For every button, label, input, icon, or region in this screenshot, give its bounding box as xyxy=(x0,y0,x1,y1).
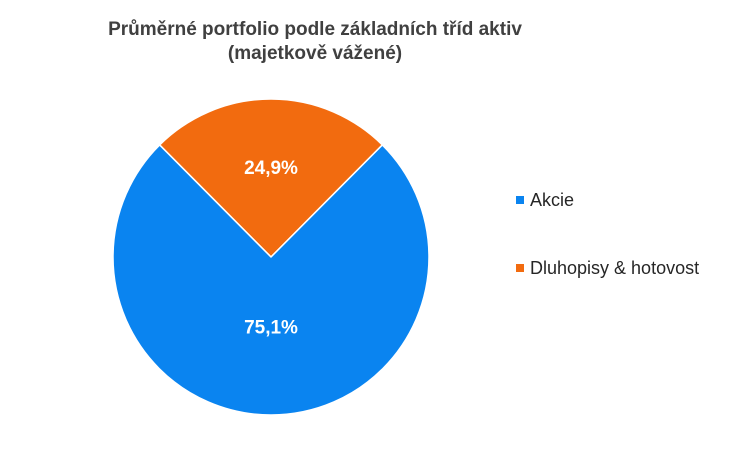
chart-subtitle-line: (majetkově vážené) xyxy=(227,43,403,64)
legend-label-dluhopisy: Dluhopisy & hotovost xyxy=(530,258,700,278)
legend-swatch-dluhopisy xyxy=(516,264,524,272)
legend-item-akcie: Akcie xyxy=(516,188,699,212)
pie-slice-akcie xyxy=(112,144,430,416)
data-label-dluhopisy: 24,9% xyxy=(244,158,298,179)
chart-title: Průměrné portfolio podle základních tříd… xyxy=(0,18,630,66)
legend-item-dluhopisy: Dluhopisy & hotovost xyxy=(516,256,699,280)
data-label-akcie: 75,1% xyxy=(244,318,298,339)
legend-label-akcie: Akcie xyxy=(530,190,575,210)
legend-swatch-akcie xyxy=(516,196,524,204)
pie-slice-dluhopisy xyxy=(158,98,384,258)
legend: Akcie Dluhopisy & hotovost xyxy=(516,188,699,280)
chart-title-line: Průměrné portfolio podle základních tříd… xyxy=(108,19,522,40)
